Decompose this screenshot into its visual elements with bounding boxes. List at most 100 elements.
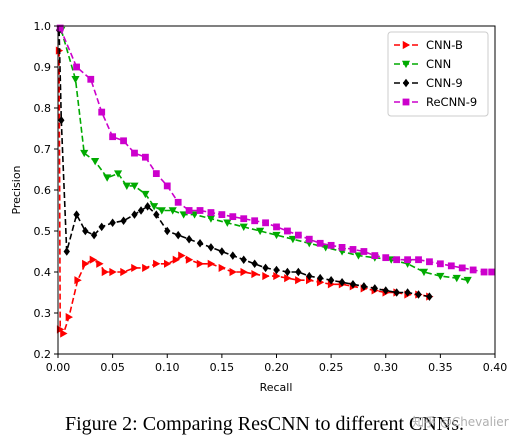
data-point-cnn-9 [174, 230, 182, 240]
axis-ticks: 0.00 0.05 0.10 0.15 0.20 0.25 0.30 0.35 0.40 0.2 0… [34, 20, 508, 374]
data-point-cnn [419, 268, 429, 277]
x-tick-label: 0.10 [155, 361, 180, 374]
data-point-recnn-9 [218, 211, 226, 218]
data-point-cnn-9 [109, 218, 116, 228]
data-point-cnn-b [82, 259, 90, 268]
y-tick-label: 0.5 [34, 225, 52, 238]
data-point-recnn-9 [174, 198, 182, 206]
data-point-recnn-9 [131, 149, 138, 157]
data-point-cnn [436, 272, 445, 281]
data-point-cnn [150, 203, 159, 211]
data-point-recnn-9 [488, 268, 496, 276]
data-point-recnn-9 [207, 209, 215, 216]
chart-marks [55, 24, 496, 338]
data-point-cnn [288, 235, 297, 244]
y-tick-label: 0.4 [34, 266, 52, 279]
data-point-cnn [354, 252, 363, 260]
data-point-cnn-b [131, 263, 139, 272]
x-tick-label: 0.20 [264, 361, 289, 374]
data-point-cnn-9 [73, 210, 80, 219]
data-point-cnn-9 [371, 284, 379, 293]
data-point-recnn-9 [142, 153, 149, 161]
data-point-recnn-9 [436, 260, 444, 268]
data-point-recnn-9 [251, 217, 259, 225]
data-point-cnn-b [142, 263, 150, 272]
data-point-cnn-9 [207, 243, 215, 252]
y-tick-label: 0.6 [34, 184, 52, 197]
data-point-recnn-9 [404, 256, 411, 264]
x-tick-label: 0.35 [428, 361, 453, 374]
data-point-cnn-9 [229, 251, 236, 260]
legend-label: CNN-9 [426, 76, 463, 90]
data-point-recnn-9 [56, 24, 64, 32]
data-point-cnn [141, 190, 150, 199]
legend-item-cnn: CNN [394, 57, 451, 71]
data-point-cnn [463, 276, 472, 285]
data-point-recnn-9 [163, 182, 171, 190]
data-point-cnn-b [163, 259, 172, 268]
legend-label: CNN [426, 57, 451, 71]
data-point-cnn-b [89, 255, 98, 264]
data-point-cnn-9 [137, 206, 145, 215]
data-point-cnn [206, 215, 216, 223]
x-tick-label: 0.25 [319, 361, 344, 374]
data-point-recnn-9 [294, 231, 302, 239]
data-point-cnn-b [172, 255, 181, 264]
data-point-recnn-9 [338, 244, 346, 251]
data-point-recnn-9 [98, 108, 106, 116]
data-point-cnn [256, 227, 265, 236]
data-point-cnn-9 [196, 239, 204, 248]
data-point-recnn-9 [327, 241, 335, 249]
data-point-cnn-b [120, 267, 128, 277]
data-point-cnn-9 [218, 247, 226, 256]
data-point-cnn-9 [164, 226, 171, 236]
data-point-cnn-b [262, 272, 270, 281]
data-point-cnn-b [101, 267, 110, 277]
data-point-cnn-b [178, 251, 186, 260]
legend-item-recnn-9: ReCNN-9 [394, 95, 477, 109]
data-point-cnn-9 [58, 116, 65, 125]
series-cnn-9 [55, 25, 433, 301]
data-point-cnn-9 [185, 234, 193, 244]
data-point-cnn-b [153, 259, 161, 268]
y-tick-label: 1.0 [34, 20, 52, 33]
data-point-recnn-9 [273, 223, 280, 231]
data-point-recnn-9 [262, 219, 269, 227]
legend-marker [401, 60, 411, 69]
data-point-cnn [130, 182, 139, 190]
data-point-recnn-9 [382, 254, 390, 262]
data-point-cnn [179, 211, 188, 219]
data-point-cnn-9 [404, 288, 411, 297]
legend-item-cnn-b: CNN-B [394, 38, 463, 52]
x-tick-label: 0.15 [210, 361, 235, 374]
legend-box [387, 31, 489, 117]
data-point-cnn [91, 158, 100, 166]
precision-recall-chart: 0.00 0.05 0.10 0.15 0.20 0.25 0.30 0.35 0.40 0.2 0… [10, 20, 508, 394]
data-point-recnn-9 [109, 133, 117, 141]
data-point-cnn-9 [90, 230, 98, 240]
data-point-recnn-9 [229, 213, 237, 221]
data-point-cnn-9 [415, 290, 422, 299]
data-point-cnn-9 [273, 265, 280, 275]
watermark: 知乎 @Chevalier [412, 415, 509, 429]
legend-label: ReCNN-9 [426, 95, 477, 109]
y-axis-label: Precision [10, 165, 23, 214]
data-point-cnn [168, 207, 177, 215]
x-tick-label: 0.00 [46, 361, 71, 374]
series-recnn-9 [56, 24, 496, 276]
legend-marker [402, 78, 410, 88]
data-point-cnn-9 [98, 222, 105, 232]
data-point-cnn [239, 223, 248, 231]
data-point-cnn-9 [82, 226, 89, 236]
data-point-cnn-b [273, 272, 281, 281]
data-point-recnn-9 [73, 63, 80, 71]
series-line-recnn-9 [59, 27, 492, 273]
data-point-cnn-b [240, 267, 248, 277]
data-point-cnn [452, 274, 461, 283]
x-axis-label: Recall [260, 381, 293, 394]
data-point-cnn-9 [382, 286, 389, 295]
data-point-cnn-b [96, 259, 104, 268]
data-point-cnn-9 [153, 210, 160, 219]
data-point-cnn-9 [360, 282, 368, 291]
data-point-cnn [122, 182, 131, 190]
